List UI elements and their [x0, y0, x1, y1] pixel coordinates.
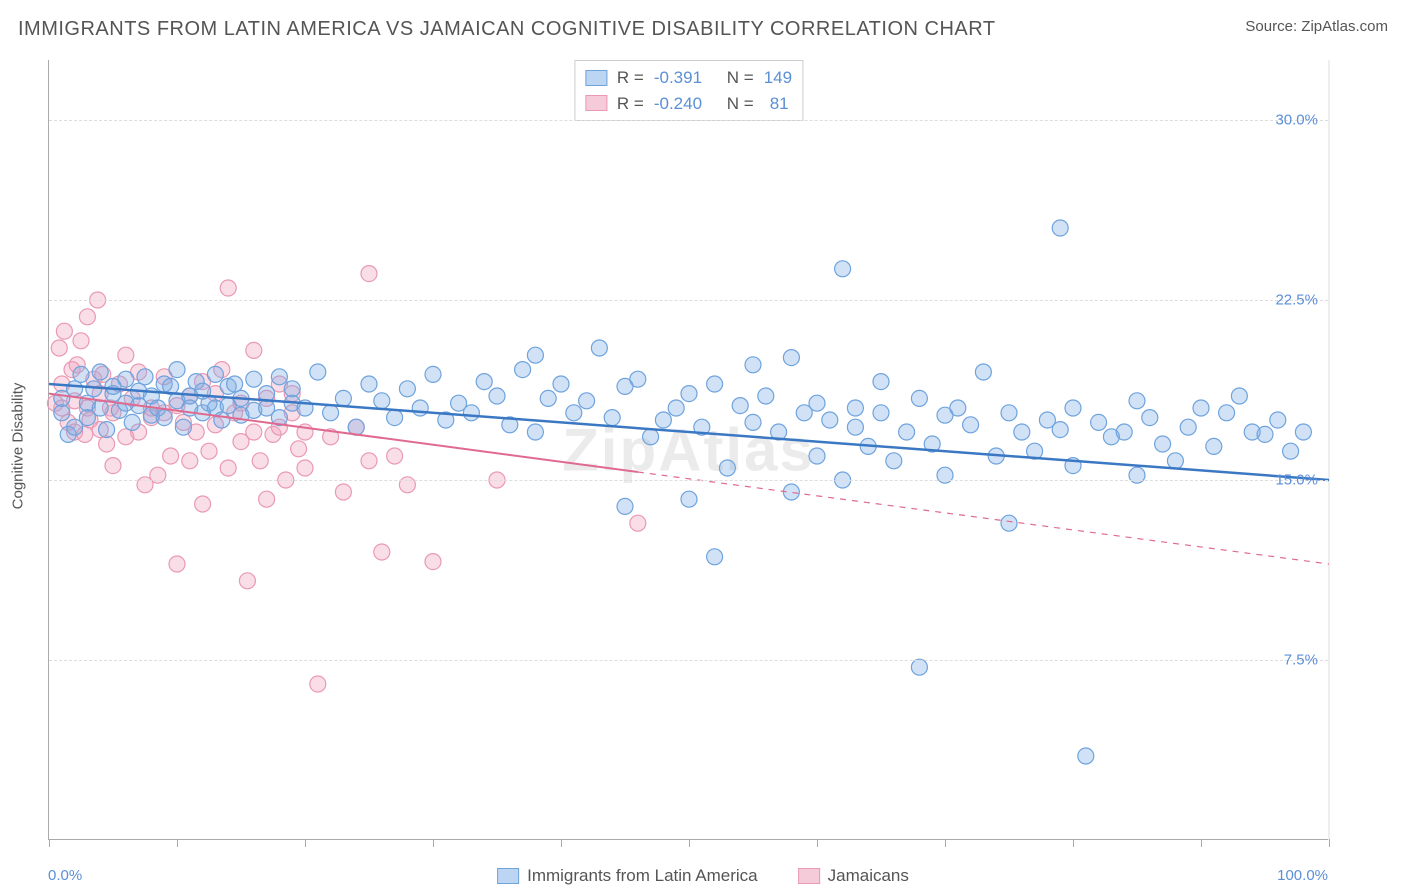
y-tick-label: 7.5% — [1284, 652, 1318, 669]
r-value-2: -0.240 — [654, 91, 702, 117]
r-label-2: R = — [617, 91, 644, 117]
legend-swatch-2 — [798, 868, 820, 884]
legend-label-1: Immigrants from Latin America — [527, 866, 758, 886]
n-value-1: 149 — [764, 65, 792, 91]
swatch-series1 — [585, 70, 607, 86]
x-axis-max-label: 100.0% — [1277, 867, 1328, 884]
chart-canvas — [49, 60, 1328, 839]
plot-area: ZipAtlas R = -0.391 N = 149 R = -0.240 N… — [48, 60, 1328, 840]
stats-row-series1: R = -0.391 N = 149 — [585, 65, 792, 91]
swatch-series2 — [585, 95, 607, 111]
correlation-stats-box: R = -0.391 N = 149 R = -0.240 N = 81 — [574, 60, 803, 121]
chart-title: IMMIGRANTS FROM LATIN AMERICA VS JAMAICA… — [18, 18, 996, 41]
r-value-1: -0.391 — [654, 65, 702, 91]
y-axis-label: Cognitive Disability — [10, 383, 27, 510]
source-label: Source: — [1245, 18, 1297, 35]
legend-item-series1: Immigrants from Latin America — [497, 866, 758, 886]
source-attribution: Source: ZipAtlas.com — [1245, 18, 1388, 35]
source-name: ZipAtlas.com — [1301, 18, 1388, 35]
legend-swatch-1 — [497, 868, 519, 884]
legend-item-series2: Jamaicans — [798, 866, 909, 886]
y-tick-label: 22.5% — [1275, 292, 1318, 309]
bottom-legend: Immigrants from Latin America Jamaicans — [489, 864, 917, 888]
n-value-2: 81 — [764, 91, 789, 117]
y-tick-label: 30.0% — [1275, 112, 1318, 129]
x-axis-min-label: 0.0% — [48, 867, 82, 884]
r-label-1: R = — [617, 65, 644, 91]
n-label-1: N = — [727, 65, 754, 91]
y-tick-label: 15.0% — [1275, 472, 1318, 489]
legend-label-2: Jamaicans — [828, 866, 909, 886]
n-label-2: N = — [727, 91, 754, 117]
stats-row-series2: R = -0.240 N = 81 — [585, 91, 792, 117]
